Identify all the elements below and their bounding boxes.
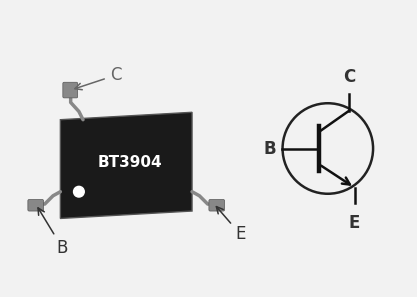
Text: BT3904: BT3904 <box>98 155 163 170</box>
Text: B: B <box>263 140 276 157</box>
FancyBboxPatch shape <box>63 82 78 98</box>
Text: B: B <box>38 208 68 257</box>
Text: C: C <box>343 68 355 86</box>
FancyBboxPatch shape <box>209 200 224 211</box>
Text: E: E <box>349 214 360 231</box>
Circle shape <box>73 186 84 197</box>
Text: C: C <box>75 66 121 90</box>
Text: E: E <box>216 207 246 244</box>
FancyBboxPatch shape <box>28 200 43 211</box>
Polygon shape <box>60 112 192 219</box>
